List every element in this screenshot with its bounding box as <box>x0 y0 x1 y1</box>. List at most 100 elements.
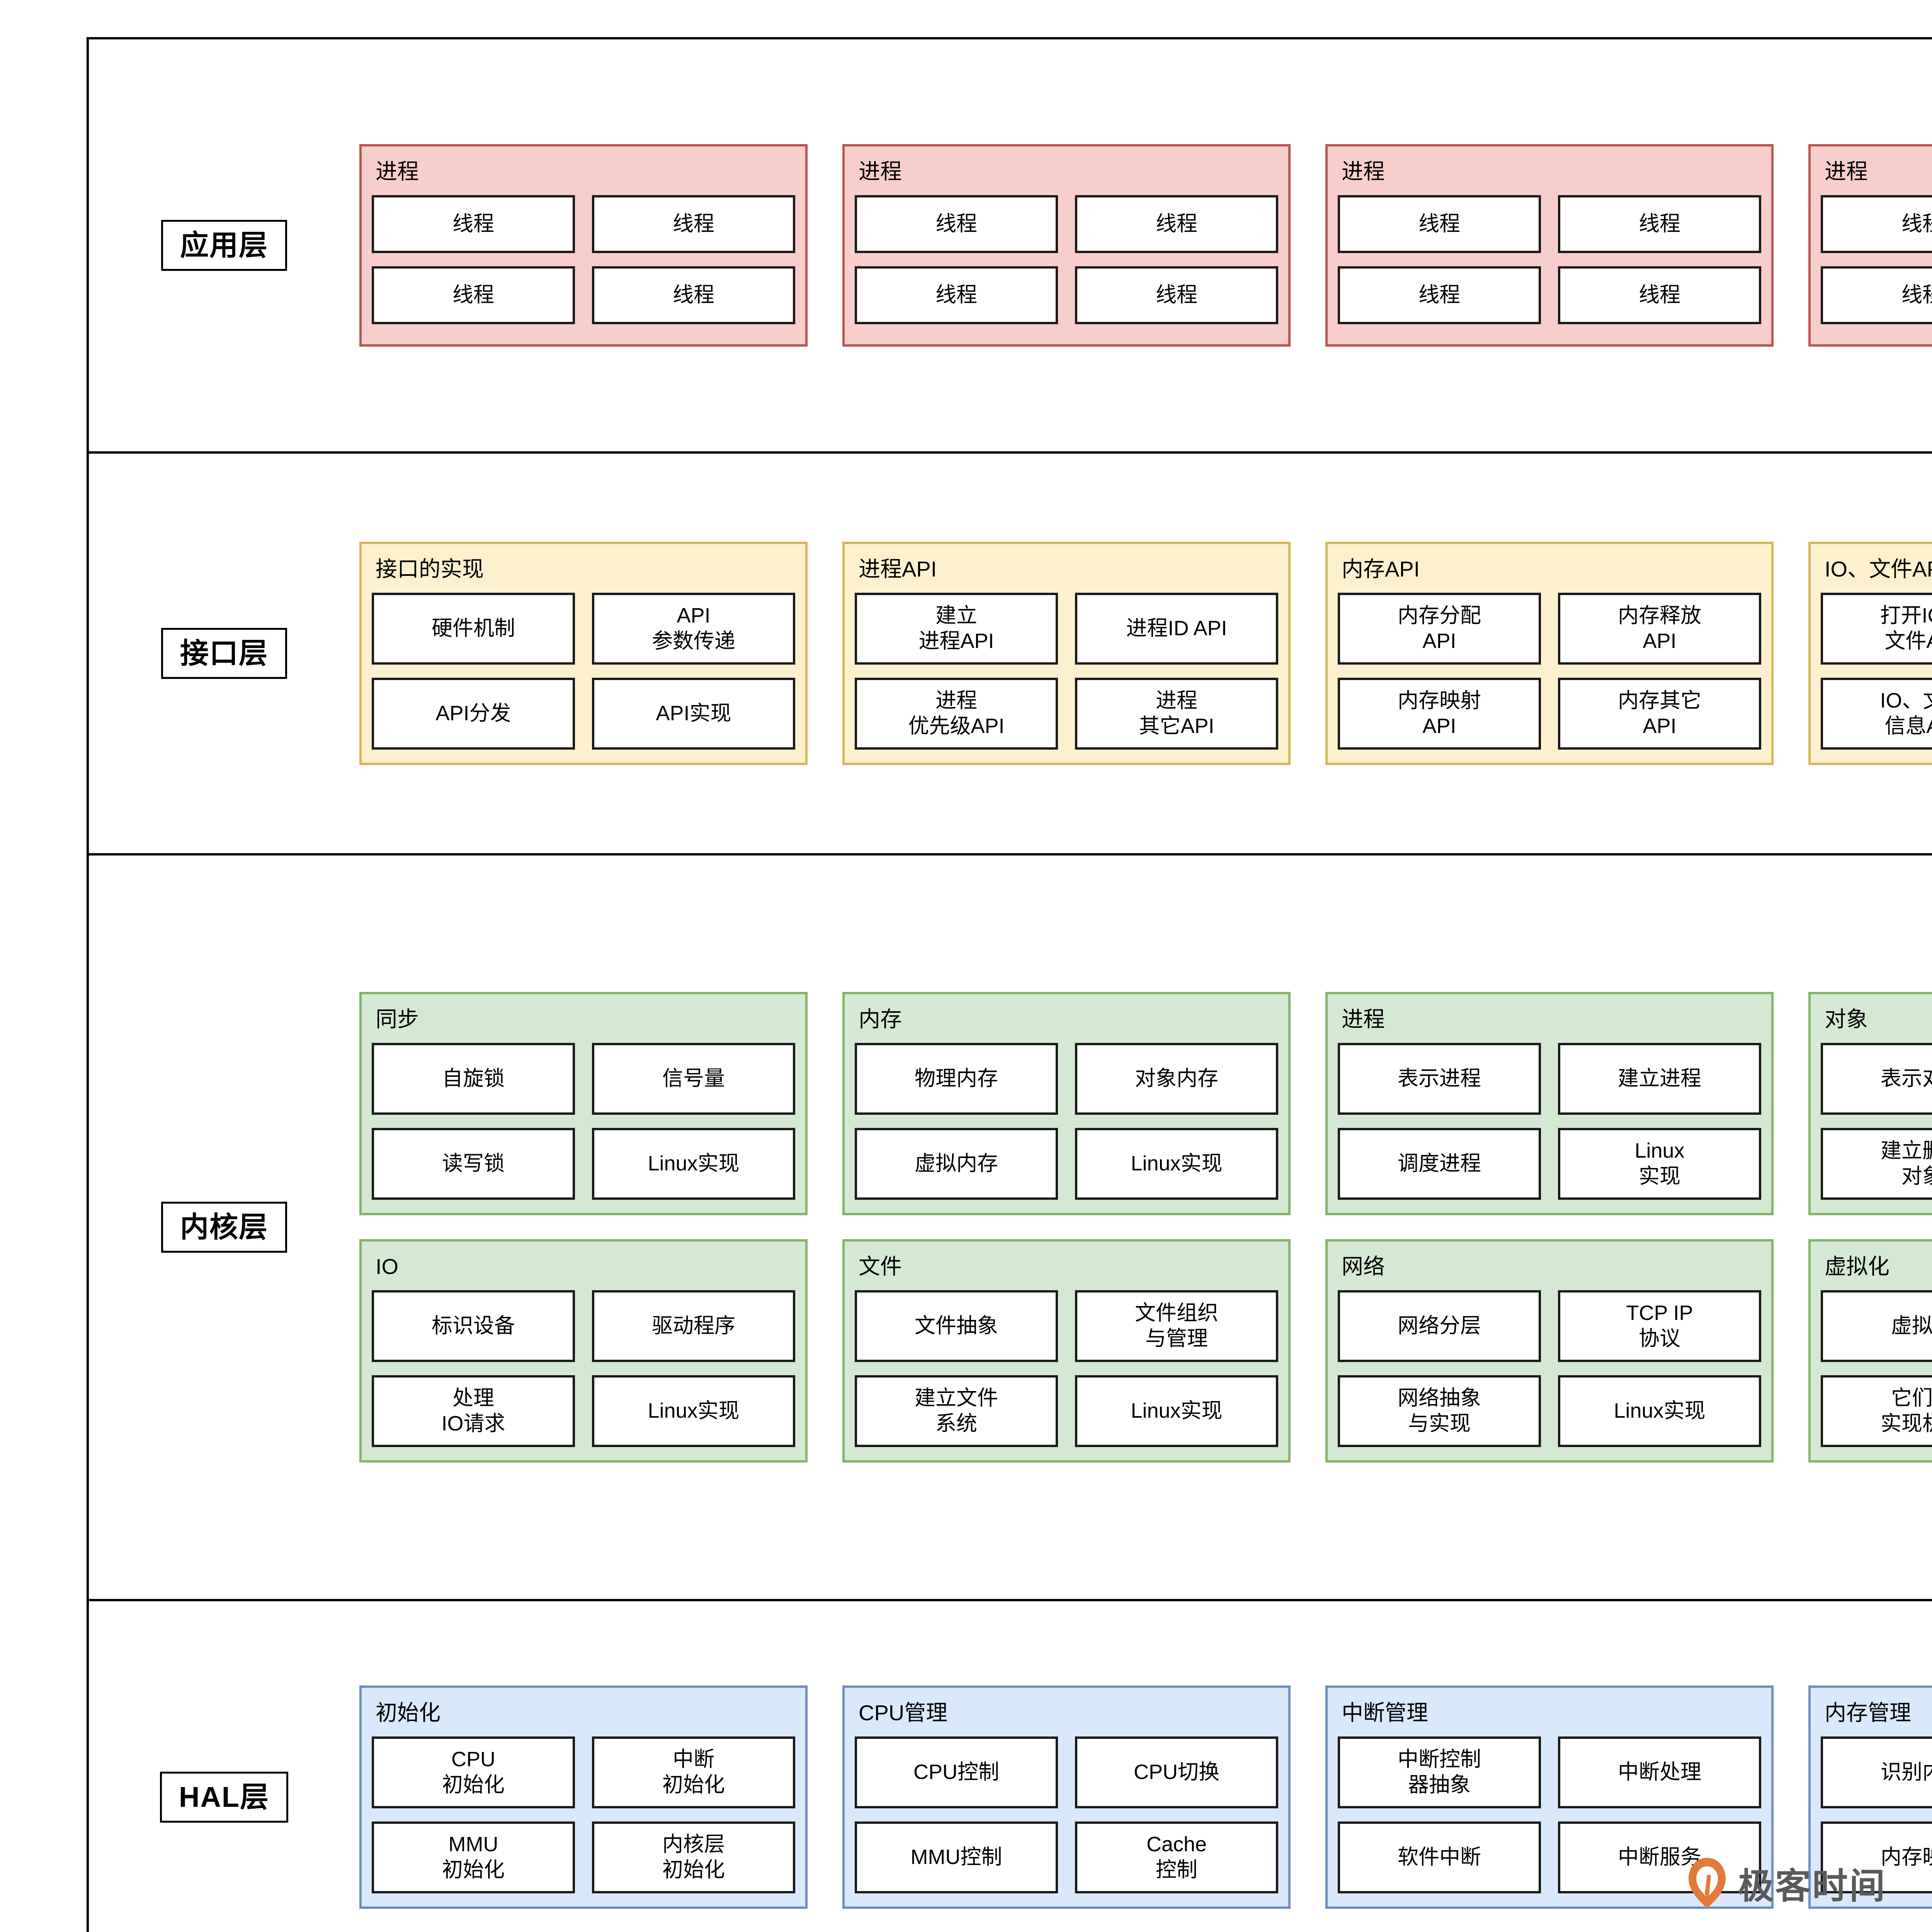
group-cells: 建立 进程API 进程ID API 进程 优先级API 进程 其它API <box>855 592 1278 750</box>
module-cell[interactable]: 建立删除 对象 <box>1821 1128 1932 1200</box>
module-cell[interactable]: Linux实现 <box>1075 1128 1278 1200</box>
module-cell[interactable]: 标识设备 <box>372 1290 575 1362</box>
module-cell[interactable]: 驱动程序 <box>592 1290 795 1362</box>
group-box[interactable]: 进程API 建立 进程API 进程ID API 进程 优先级API 进程 其它API <box>842 542 1291 765</box>
module-cell[interactable]: 线程 <box>855 266 1058 324</box>
module-cell[interactable]: Linux 实现 <box>1558 1128 1761 1200</box>
module-cell[interactable]: CPU控制 <box>855 1736 1058 1808</box>
module-cell[interactable]: Cache 控制 <box>1075 1821 1278 1893</box>
module-cell[interactable]: 对象内存 <box>1075 1043 1278 1115</box>
group-box[interactable]: 进程 表示进程 建立进程 调度进程 Linux 实现 <box>1325 992 1774 1215</box>
module-cell[interactable]: 线程 <box>1558 195 1761 253</box>
group-title: 进程 <box>376 159 419 184</box>
module-cell[interactable]: 中断服务 <box>1558 1821 1761 1893</box>
group-title: 进程 <box>1825 159 1868 184</box>
module-cell[interactable]: CPU 初始化 <box>372 1736 575 1808</box>
module-cell[interactable]: 文件组织 与管理 <box>1075 1290 1278 1362</box>
module-cell[interactable]: 进程 优先级API <box>855 677 1058 750</box>
module-cell[interactable]: API 参数传递 <box>592 592 795 665</box>
module-cell[interactable]: 建立进程 <box>1558 1043 1761 1115</box>
module-cell[interactable]: 内存释放 API <box>1558 592 1761 665</box>
module-cell[interactable]: 调度进程 <box>1338 1128 1541 1200</box>
module-cell[interactable]: 进程 其它API <box>1075 677 1278 750</box>
group-box[interactable]: 内存API 内存分配 API 内存释放 API 内存映射 API 内存其它 API <box>1325 542 1774 765</box>
group-title: IO、文件API <box>1825 557 1932 582</box>
module-cell[interactable]: 线程 <box>1821 266 1932 324</box>
group-box[interactable]: IO、文件API 打开IO、 文件API读写IO、 文件APIIO、文件 信息AP… <box>1808 542 1932 765</box>
module-cell[interactable]: TCP IP 协议 <box>1558 1290 1761 1362</box>
module-cell[interactable]: 中断 初始化 <box>592 1736 795 1808</box>
layer-hal: HAL层 初始化 CPU 初始化 中断 初始化 MMU 初始化 内核层 初始化 CPU管理 C… <box>89 1601 1932 1932</box>
module-cell[interactable]: 进程ID API <box>1075 592 1278 665</box>
group-box[interactable]: 内存管理识别内存内存位图内存映射 <box>1808 1685 1932 1909</box>
module-cell[interactable]: Linux实现 <box>1075 1375 1278 1447</box>
group-box[interactable]: 进程线程线程线程线程 <box>359 144 808 347</box>
group-box[interactable]: 对象表示对象管理对象建立删除 对象Linux 实现 <box>1808 992 1932 1215</box>
module-cell[interactable]: 线程 <box>592 195 795 253</box>
module-cell[interactable]: 物理内存 <box>855 1043 1058 1115</box>
module-cell[interactable]: 网络分层 <box>1338 1290 1541 1362</box>
module-cell[interactable]: Linux实现 <box>1558 1375 1761 1447</box>
module-cell[interactable]: 线程 <box>1075 266 1278 324</box>
module-cell[interactable]: 软件中断 <box>1338 1821 1541 1893</box>
group-box[interactable]: CPU管理 CPU控制 CPU切换 MMU控制 Cache 控制 <box>842 1685 1291 1909</box>
module-cell[interactable]: 线程 <box>372 266 575 324</box>
module-cell[interactable]: 中断处理 <box>1558 1736 1761 1808</box>
module-cell[interactable]: 它们的 实现机制 <box>1821 1375 1932 1447</box>
module-cell[interactable]: 线程 <box>1821 195 1932 253</box>
module-cell[interactable]: 信号量 <box>592 1043 795 1115</box>
module-cell[interactable]: 硬件机制 <box>372 592 575 665</box>
module-cell[interactable]: 网络抽象 与实现 <box>1338 1375 1541 1447</box>
layer-label-cell: 应用层 <box>89 220 359 271</box>
module-cell[interactable]: 中断控制 器抽象 <box>1338 1736 1541 1808</box>
module-cell[interactable]: 线程 <box>592 266 795 324</box>
module-cell[interactable]: 表示对象 <box>1821 1043 1932 1115</box>
module-cell[interactable]: 读写锁 <box>372 1128 575 1200</box>
group-box[interactable]: 同步自旋锁 信号量 读写锁 Linux实现 <box>359 992 808 1215</box>
group-box[interactable]: 文件 文件抽象 文件组织 与管理 建立文件 系统 Linux实现 <box>842 1239 1291 1463</box>
module-cell[interactable]: 线程 <box>1558 266 1761 324</box>
group-box[interactable]: 内存 物理内存 对象内存 虚拟内存 Linux实现 <box>842 992 1291 1215</box>
group-box[interactable]: 进程线程线程线程线程 <box>842 144 1291 347</box>
module-cell[interactable]: CPU切换 <box>1075 1736 1278 1808</box>
module-cell[interactable]: Linux实现 <box>592 1375 795 1447</box>
module-cell[interactable]: MMU 初始化 <box>372 1821 575 1893</box>
module-cell[interactable]: API分发 <box>372 677 575 750</box>
group-box[interactable]: 虚拟化虚拟机容器它们的 实现机制Linux实现 <box>1808 1239 1932 1463</box>
module-cell[interactable]: 线程 <box>372 195 575 253</box>
module-cell[interactable]: 表示进程 <box>1338 1043 1541 1115</box>
module-cell[interactable]: IO、文件 信息API <box>1821 677 1932 750</box>
module-cell[interactable]: 线程 <box>855 195 1058 253</box>
module-cell[interactable]: 内核层 初始化 <box>592 1821 795 1893</box>
module-cell[interactable]: Linux实现 <box>592 1128 795 1200</box>
module-cell[interactable]: API实现 <box>592 677 795 750</box>
group-title: 同步 <box>376 1007 419 1032</box>
module-cell[interactable]: 线程 <box>1338 195 1541 253</box>
group-box[interactable]: 初始化 CPU 初始化 中断 初始化 MMU 初始化 内核层 初始化 <box>359 1685 808 1909</box>
module-cell[interactable]: 线程 <box>1075 195 1278 253</box>
module-cell[interactable]: 虚拟内存 <box>855 1128 1058 1200</box>
group-box[interactable]: 中断管理 中断控制 器抽象 中断处理 软件中断 中断服务 <box>1325 1685 1774 1909</box>
module-cell[interactable]: 文件抽象 <box>855 1290 1058 1362</box>
module-cell[interactable]: 建立 进程API <box>855 592 1058 665</box>
module-cell[interactable]: 内存分配 API <box>1338 592 1541 665</box>
module-cell[interactable]: 打开IO、 文件API <box>1821 592 1932 665</box>
module-cell[interactable]: 线程 <box>1338 266 1541 324</box>
module-cell[interactable]: 内存映射 API <box>1338 677 1541 750</box>
group-box[interactable]: 接口的实现 硬件机制 API 参数传递 API分发 API实现 <box>359 542 808 765</box>
module-cell[interactable]: 内存映射 <box>1821 1821 1932 1893</box>
module-cell[interactable]: 内存其它 API <box>1558 677 1761 750</box>
module-cell[interactable]: 虚拟机 <box>1821 1290 1932 1362</box>
layer-body: 接口的实现 硬件机制 API 参数传递 API分发 API实现 进程API 建立 进程API… <box>359 542 1932 765</box>
module-cell[interactable]: 自旋锁 <box>372 1043 575 1115</box>
group-box[interactable]: IO 标识设备 驱动程序 处理 IO请求 Linux实现 <box>359 1239 808 1463</box>
module-cell[interactable]: 建立文件 系统 <box>855 1375 1058 1447</box>
group-box[interactable]: 进程线程线程线程线程 <box>1325 144 1774 347</box>
module-cell[interactable]: 处理 IO请求 <box>372 1375 575 1447</box>
module-cell[interactable]: MMU控制 <box>855 1821 1058 1893</box>
layer-label-hal: HAL层 <box>160 1772 289 1823</box>
group-box[interactable]: 网络 网络分层 TCP IP 协议 网络抽象 与实现 Linux实现 <box>1325 1239 1774 1463</box>
